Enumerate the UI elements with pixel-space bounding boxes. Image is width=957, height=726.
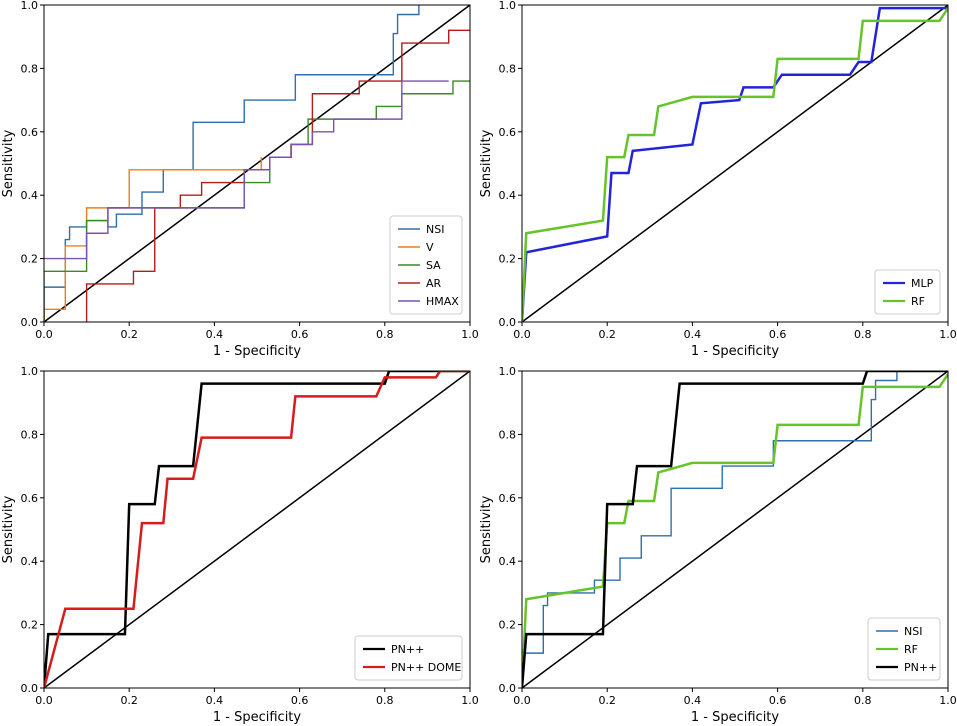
- plot-frame: [43, 4, 471, 323]
- x-tick-label: 1.0: [939, 328, 957, 341]
- plot-frame: [43, 370, 471, 689]
- x-axis-label: 1 - Specificity: [691, 710, 780, 725]
- x-tick-label: 0.0: [513, 694, 531, 707]
- y-tick-label: 1.0: [499, 0, 517, 12]
- y-tick-label: 0.4: [21, 555, 39, 568]
- x-tick-label: 1.0: [461, 694, 479, 707]
- y-tick-label: 0.6: [499, 492, 517, 505]
- y-tick-label: 0.4: [499, 189, 517, 202]
- y-tick-label: 0.6: [499, 126, 517, 139]
- chart-panel-bottom-right: 0.0 0.2 0.4 0.6 0.8 1.0 0.0 0.2 0.4 0.6 0.8 1.0 1 - …: [479, 365, 957, 725]
- x-tick-label: 1.0: [939, 694, 957, 707]
- x-tick-label: 0.2: [598, 328, 616, 341]
- legend-entry: HMAX: [426, 295, 459, 308]
- y-tick-label: 0.0: [21, 316, 39, 329]
- y-axis-label: Sensitivity: [1, 495, 16, 563]
- x-tick-label: 0.4: [206, 694, 224, 707]
- y-tick-label: 0.6: [21, 492, 39, 505]
- legend-entry: PN++ DOME: [391, 661, 461, 674]
- y-tick-label: 1.0: [499, 365, 517, 378]
- legend: PN++ PN++ DOME: [354, 635, 463, 681]
- series-line-hmax: [44, 80, 449, 260]
- legend-entry: PN++: [904, 661, 937, 674]
- x-tick-label: 0.6: [769, 694, 787, 707]
- y-tick-label: 0.0: [499, 316, 517, 329]
- chart-panel-top-left: 0.0 0.2 0.4 0.6 0.8 1.0 0.0 0.2 0.4 0.6 0.8 1.0 1 - …: [1, 0, 479, 359]
- legend-entry: V: [426, 241, 434, 254]
- y-tick-label: 0.8: [21, 62, 39, 75]
- x-tick-label: 0.8: [376, 694, 394, 707]
- y-tick-label: 0.8: [21, 428, 39, 441]
- x-tick-label: 0.6: [291, 328, 309, 341]
- x-axis-label: 1 - Specificity: [213, 344, 302, 359]
- y-tick-label: 0.4: [21, 189, 39, 202]
- legend: NSI RF PN++: [867, 617, 941, 681]
- plot-frame: [521, 370, 949, 689]
- y-axis-label: Sensitivity: [1, 129, 16, 197]
- y-tick-label: 0.0: [499, 682, 517, 695]
- x-tick-label: 0.8: [376, 328, 394, 341]
- x-tick-label: 0.8: [854, 328, 872, 341]
- x-tick-label: 0.4: [206, 328, 224, 341]
- y-tick-label: 0.8: [499, 62, 517, 75]
- series-line-pn-dome: [44, 371, 470, 688]
- x-tick-label: 0.2: [120, 694, 138, 707]
- x-tick-label: 0.6: [769, 328, 787, 341]
- series-line-pn-: [44, 371, 470, 688]
- legend-box: [389, 215, 463, 315]
- legend-box: [867, 617, 941, 681]
- legend-entry: MLP: [911, 277, 934, 290]
- series-line-mlp: [522, 6, 948, 322]
- x-tick-label: 0.6: [291, 694, 309, 707]
- legend-entry: SA: [426, 259, 441, 272]
- series-line-pn-: [522, 371, 948, 688]
- x-tick-label: 0.0: [35, 328, 53, 341]
- y-axis-label: Sensitivity: [479, 495, 494, 563]
- y-tick-label: 0.2: [21, 253, 39, 266]
- legend-entry: NSI: [904, 625, 922, 638]
- diagonal-reference-line: [521, 4, 949, 323]
- y-tick-label: 0.2: [21, 619, 39, 632]
- y-tick-label: 0.6: [21, 126, 39, 139]
- legend-entry: RF: [911, 295, 925, 308]
- legend-entry: PN++: [391, 643, 424, 656]
- diagonal-reference-line: [43, 4, 471, 323]
- x-tick-label: 0.4: [684, 694, 702, 707]
- y-tick-label: 0.2: [499, 253, 517, 266]
- x-tick-label: 0.2: [598, 694, 616, 707]
- x-tick-label: 0.2: [120, 328, 138, 341]
- series-line-nsi: [522, 371, 898, 688]
- chart-panel-bottom-left: 0.0 0.2 0.4 0.6 0.8 1.0 0.0 0.2 0.4 0.6 0.8 1.0 1 - …: [1, 365, 479, 725]
- x-tick-label: 1.0: [461, 328, 479, 341]
- chart-panel-top-right: 0.0 0.2 0.4 0.6 0.8 1.0 0.0 0.2 0.4 0.6 0.8 1.0 1 - …: [479, 0, 957, 359]
- legend-entry: AR: [426, 277, 442, 290]
- plot-frame: [521, 4, 949, 323]
- y-tick-label: 0.4: [499, 555, 517, 568]
- legend-entry: NSI: [426, 223, 444, 236]
- x-axis-label: 1 - Specificity: [213, 710, 302, 725]
- legend-entry: RF: [904, 643, 918, 656]
- x-tick-label: 0.0: [513, 328, 531, 341]
- y-axis-label: Sensitivity: [479, 129, 494, 197]
- x-tick-label: 0.4: [684, 328, 702, 341]
- y-tick-label: 0.2: [499, 619, 517, 632]
- x-tick-label: 0.8: [854, 694, 872, 707]
- legend-box: [354, 635, 463, 681]
- x-axis-label: 1 - Specificity: [691, 344, 780, 359]
- legend: MLP RF: [874, 269, 941, 315]
- y-tick-label: 0.8: [499, 428, 517, 441]
- series-line-rf: [522, 7, 948, 322]
- series-line-nsi: [44, 5, 420, 322]
- y-tick-label: 1.0: [21, 365, 39, 378]
- y-tick-label: 0.0: [21, 682, 39, 695]
- legend: NSI V SA AR HMAX: [389, 215, 463, 315]
- y-tick-label: 1.0: [21, 0, 39, 12]
- legend-box: [874, 269, 941, 315]
- x-tick-label: 0.0: [35, 694, 53, 707]
